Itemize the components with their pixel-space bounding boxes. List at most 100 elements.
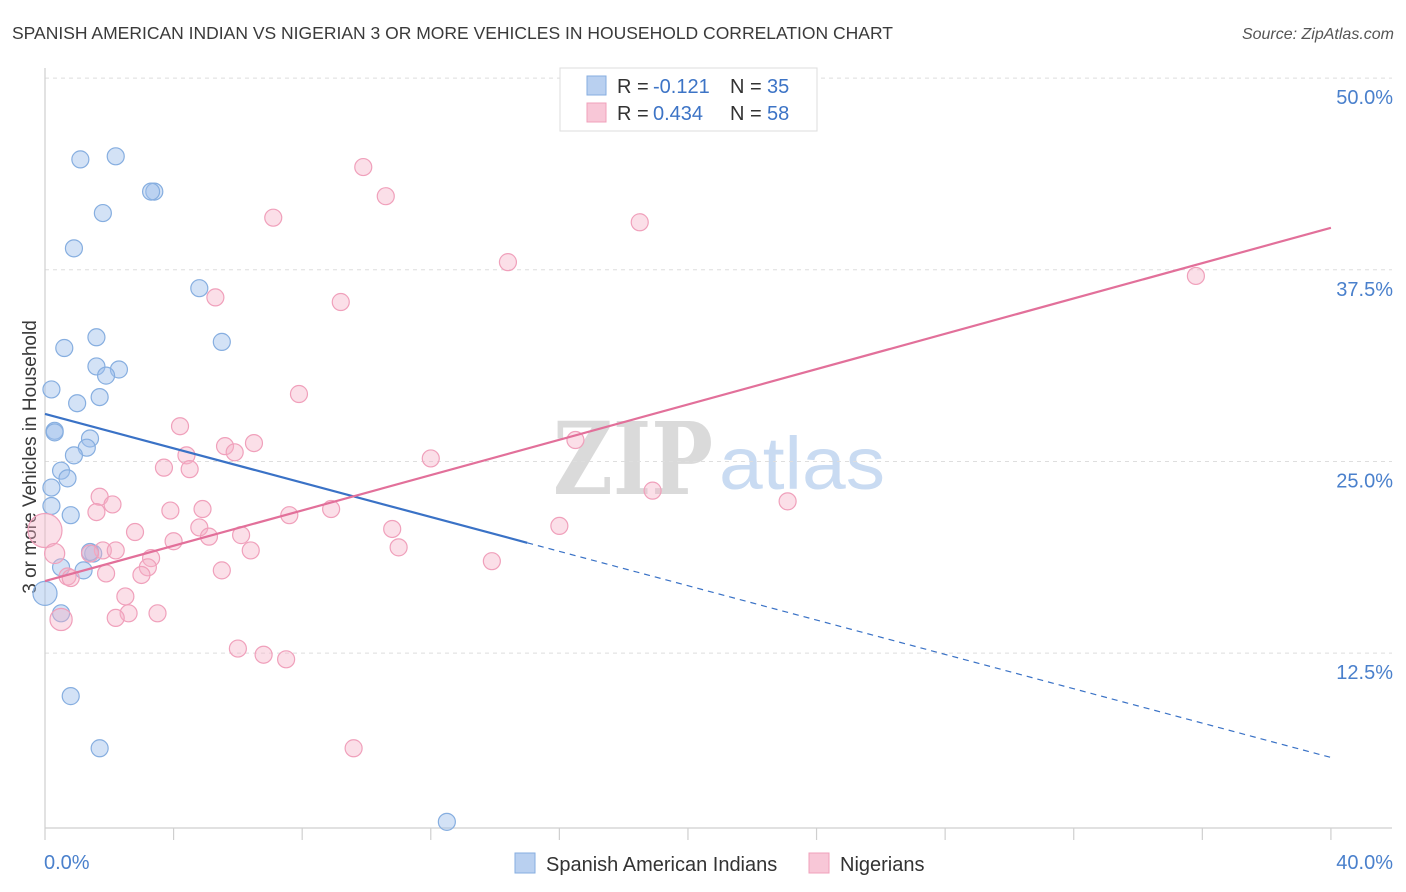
data-point-nigerians — [241, 541, 260, 560]
legend-n-label: N = — [730, 76, 762, 98]
data-point-nigerians — [180, 460, 199, 479]
data-point-spanish-american-indians — [61, 506, 80, 525]
data-point-spanish-american-indians — [45, 423, 64, 442]
x-tick-label-max: 40.0% — [1336, 852, 1393, 874]
data-point-nigerians — [193, 499, 212, 519]
series-legend-swatch-nigerians — [808, 852, 830, 874]
data-point-nigerians — [264, 208, 283, 227]
legend-n-value-nigerians: 58 — [767, 103, 789, 125]
data-point-nigerians — [116, 587, 135, 606]
data-point-spanish-american-indians — [90, 739, 109, 758]
trend-line-extension-spanish-american-indians — [527, 542, 1332, 759]
data-point-nigerians — [550, 516, 569, 536]
trend-line-spanish-american-indians — [44, 412, 528, 544]
data-point-spanish-american-indians — [61, 687, 80, 706]
data-point-nigerians — [212, 561, 231, 580]
legend-r-value-spanish-american-indians: -0.121 — [653, 76, 710, 98]
series-legend-label-spanish-american-indians: Spanish American Indians — [546, 854, 777, 876]
data-point-spanish-american-indians — [32, 580, 58, 606]
legend-swatch-spanish-american-indians — [586, 75, 607, 96]
data-point-nigerians — [206, 288, 225, 307]
y-axis-title: 3 or more Vehicles in Household — [20, 320, 41, 594]
legend-n-value-spanish-american-indians: 35 — [767, 76, 789, 98]
series-legend: Spanish American Indians Nigerians — [514, 852, 924, 876]
data-point-spanish-american-indians — [106, 147, 125, 166]
data-point-spanish-american-indians — [87, 328, 106, 347]
data-point-nigerians — [132, 565, 151, 585]
chart-title: SPANISH AMERICAN INDIAN VS NIGERIAN 3 OR… — [12, 23, 893, 43]
data-point-nigerians — [148, 604, 167, 623]
y-tick-label: 37.5% — [1336, 279, 1393, 301]
watermark-zip: ZIP — [553, 400, 713, 518]
data-point-nigerians — [170, 417, 190, 436]
data-point-nigerians — [383, 519, 402, 539]
data-point-nigerians — [225, 443, 244, 462]
data-point-nigerians — [344, 739, 363, 758]
data-point-nigerians — [643, 481, 662, 500]
y-tick-label: 12.5% — [1336, 662, 1393, 684]
data-point-nigerians — [1186, 266, 1205, 286]
watermark: ZIP atlas — [553, 400, 885, 518]
data-point-nigerians — [228, 639, 247, 658]
data-point-nigerians — [498, 253, 518, 272]
data-point-nigerians — [43, 542, 66, 565]
data-point-nigerians — [190, 518, 209, 537]
data-point-nigerians — [389, 538, 408, 557]
data-point-nigerians — [482, 552, 501, 571]
legend-r-label: R = — [617, 76, 649, 98]
data-point-nigerians — [106, 608, 125, 628]
data-point-spanish-american-indians — [437, 812, 456, 831]
data-point-nigerians — [376, 187, 395, 206]
data-point-nigerians — [289, 384, 309, 404]
data-point-nigerians — [244, 433, 264, 453]
data-point-nigerians — [215, 437, 235, 456]
data-point-spanish-american-indians — [55, 338, 74, 358]
data-point-nigerians — [280, 506, 299, 525]
source-label: Source: ZipAtlas.com — [1242, 26, 1394, 43]
series-legend-swatch-spanish-american-indians — [514, 852, 536, 874]
data-point-spanish-american-indians — [90, 387, 109, 407]
data-point-spanish-american-indians — [64, 239, 84, 258]
correlation-legend: R = -0.121 N = 35 R = 0.434 N = 58 — [559, 67, 818, 132]
trend-lines — [44, 226, 1332, 759]
data-point-nigerians — [254, 645, 273, 664]
data-point-nigerians — [27, 512, 63, 549]
data-point-nigerians — [106, 541, 125, 560]
data-point-spanish-american-indians — [87, 357, 106, 376]
y-tick-label: 25.0% — [1336, 470, 1393, 492]
data-point-nigerians — [49, 607, 73, 632]
data-point-spanish-american-indians — [96, 366, 116, 385]
trend-line-nigerians — [44, 226, 1332, 583]
data-point-spanish-american-indians — [71, 150, 90, 169]
data-point-nigerians — [630, 213, 649, 232]
data-point-spanish-american-indians — [212, 332, 231, 351]
data-point-spanish-american-indians — [58, 469, 77, 488]
data-point-nigerians — [103, 495, 122, 514]
series-legend-label-nigerians: Nigerians — [840, 854, 924, 876]
data-point-spanish-american-indians — [190, 279, 209, 298]
legend-r-label: R = — [617, 103, 649, 125]
data-point-spanish-american-indians — [64, 446, 84, 465]
data-point-spanish-american-indians — [42, 478, 61, 497]
data-point-spanish-american-indians — [42, 496, 61, 516]
data-point-nigerians — [331, 292, 350, 312]
y-gridlines — [45, 77, 1392, 654]
data-point-spanish-american-indians — [93, 203, 112, 223]
data-point-nigerians — [421, 449, 440, 468]
y-tick-labels: 12.5% 25.0% 37.5% 50.0% — [1336, 87, 1393, 684]
data-point-nigerians — [80, 544, 100, 563]
data-point-nigerians — [354, 157, 373, 177]
legend-swatch-nigerians — [586, 102, 607, 123]
x-ticks — [44, 828, 1332, 840]
data-point-nigerians — [154, 458, 174, 477]
legend-n-label: N = — [730, 103, 762, 125]
data-point-spanish-american-indians — [42, 380, 61, 399]
x-tick-label-min: 0.0% — [44, 852, 90, 874]
data-point-spanish-american-indians — [141, 182, 161, 201]
data-point-nigerians — [277, 650, 296, 669]
data-point-nigerians — [125, 522, 145, 542]
data-point-nigerians — [778, 492, 797, 511]
legend-r-value-nigerians: 0.434 — [653, 103, 703, 125]
data-point-nigerians — [161, 501, 180, 520]
